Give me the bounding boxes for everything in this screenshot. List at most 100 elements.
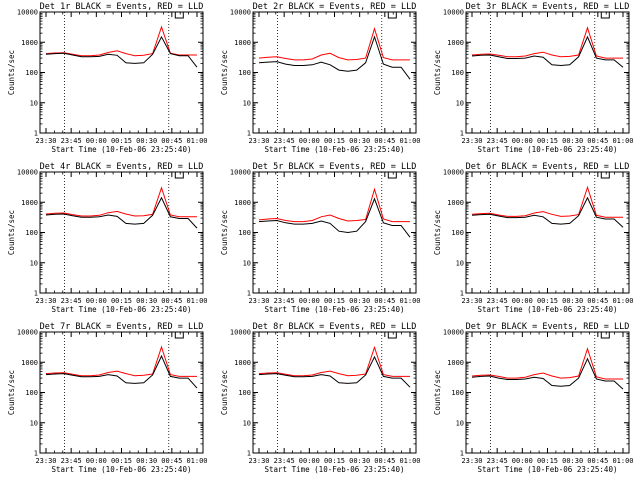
x-tick-label: 00:15: [537, 457, 558, 465]
y-tick-label: 10: [30, 99, 38, 107]
chart-title: Det 2r BLACK = Events, RED = LLD: [253, 2, 417, 12]
x-tick-label: 23:30: [248, 457, 269, 465]
x-tick-label: 23:45: [274, 297, 295, 305]
saa-marker: [600, 12, 610, 19]
y-tick-label: 1: [460, 450, 464, 458]
y-tick-label: 100: [238, 229, 251, 237]
chart-title: Det 5r BLACK = Events, RED = LLD: [253, 162, 417, 172]
x-tick-label: 23:30: [461, 297, 482, 305]
y-tick-label: 10000: [230, 9, 251, 17]
y-tick-label: 1: [247, 130, 251, 138]
x-tick-label: 01:00: [399, 297, 420, 305]
y-tick-label: 100: [238, 389, 251, 397]
x-tick-label: 01:00: [186, 457, 207, 465]
lld-series-line: [471, 26, 623, 59]
x-tick-label: 00:45: [161, 137, 182, 145]
y-tick-label: 10: [456, 99, 464, 107]
chart-title: Det 6r BLACK = Events, RED = LLD: [466, 162, 630, 172]
x-tick-label: 00:30: [349, 297, 370, 305]
x-axis-label: Start Time (10-Feb-06 23:25:40): [52, 145, 192, 154]
y-axis-label: Counts/sec: [7, 370, 16, 415]
x-tick-label: 00:00: [86, 297, 107, 305]
y-tick-label: 10: [456, 419, 464, 427]
x-axis-label: Start Time (10-Feb-06 23:25:40): [265, 305, 405, 314]
x-tick-label: 00:15: [537, 297, 558, 305]
y-tick-label: 1: [34, 130, 38, 138]
y-axis-label: Counts/sec: [433, 210, 442, 255]
x-tick-label: 00:00: [299, 137, 320, 145]
y-axis-label: Counts/sec: [7, 50, 16, 95]
y-tick-label: 1000: [447, 359, 464, 367]
x-tick-label: 00:00: [512, 457, 533, 465]
panel-3: Det 3r BLACK = Events, RED = LLD 1 10 100 10…: [433, 2, 634, 154]
y-tick-label: 1000: [21, 199, 38, 207]
lld-series-line: [45, 186, 197, 218]
y-tick-label: 10000: [443, 329, 464, 337]
x-tick-label: 00:30: [349, 137, 370, 145]
events-series-line: [45, 196, 198, 229]
x-tick-label: 00:15: [324, 137, 345, 145]
y-tick-label: 10: [30, 259, 38, 267]
y-tick-label: 10000: [230, 329, 251, 337]
lld-series-line: [471, 185, 623, 218]
x-tick-label: 00:45: [161, 297, 182, 305]
y-tick-label: 10000: [17, 329, 38, 337]
x-tick-label: 00:45: [161, 457, 182, 465]
events-series-line: [258, 355, 411, 388]
y-axis-label: Counts/sec: [7, 210, 16, 255]
y-tick-label: 100: [451, 229, 464, 237]
x-tick-label: 00:00: [299, 457, 320, 465]
lld-series-line: [471, 347, 623, 380]
saa-marker: [387, 332, 397, 339]
events-series-line: [45, 354, 198, 389]
x-axis-label: Start Time (10-Feb-06 23:25:40): [52, 465, 192, 474]
y-tick-label: 1000: [234, 199, 251, 207]
x-tick-label: 00:30: [136, 297, 157, 305]
panel-5: Det 5r BLACK = Events, RED = LLD 1 10 100 10…: [220, 162, 421, 314]
y-tick-label: 1: [247, 290, 251, 298]
y-tick-label: 10: [30, 419, 38, 427]
x-axis-label: Start Time (10-Feb-06 23:25:40): [478, 465, 618, 474]
y-tick-label: 1: [460, 130, 464, 138]
x-tick-label: 23:45: [61, 457, 82, 465]
y-tick-label: 100: [451, 389, 464, 397]
x-tick-label: 23:30: [248, 137, 269, 145]
saa-marker: [600, 332, 610, 339]
x-axis-label: Start Time (10-Feb-06 23:25:40): [265, 465, 405, 474]
y-tick-label: 100: [238, 69, 251, 77]
x-tick-label: 00:45: [587, 457, 608, 465]
y-tick-label: 10000: [17, 9, 38, 17]
x-tick-label: 23:45: [274, 137, 295, 145]
y-axis-label: Counts/sec: [433, 50, 442, 95]
x-tick-label: 00:45: [587, 297, 608, 305]
x-tick-label: 23:45: [487, 297, 508, 305]
x-tick-label: 23:45: [487, 457, 508, 465]
saa-marker: [174, 172, 184, 179]
saa-marker: [600, 172, 610, 179]
x-tick-label: 00:15: [537, 137, 558, 145]
y-tick-label: 100: [25, 229, 38, 237]
events-series-line: [471, 35, 624, 68]
x-tick-label: 00:00: [512, 137, 533, 145]
panel-6: Det 6r BLACK = Events, RED = LLD 1 10 100 10…: [433, 162, 634, 314]
y-tick-label: 1: [460, 290, 464, 298]
x-tick-label: 01:00: [612, 137, 633, 145]
events-series-line: [471, 357, 624, 390]
y-tick-label: 1000: [234, 359, 251, 367]
x-tick-label: 23:30: [35, 457, 56, 465]
x-axis-label: Start Time (10-Feb-06 23:25:40): [265, 145, 405, 154]
x-tick-label: 00:15: [324, 457, 345, 465]
x-tick-label: 00:15: [111, 457, 132, 465]
events-series-line: [471, 196, 624, 228]
x-tick-label: 23:30: [35, 297, 56, 305]
x-tick-label: 00:30: [562, 457, 583, 465]
chart-title: Det 8r BLACK = Events, RED = LLD: [253, 322, 417, 332]
panel-9: Det 9r BLACK = Events, RED = LLD 1 10 100 10…: [433, 322, 634, 474]
y-axis-label: Counts/sec: [220, 370, 229, 415]
lld-series-line: [258, 187, 410, 223]
y-tick-label: 1000: [447, 199, 464, 207]
x-tick-label: 00:00: [86, 137, 107, 145]
y-tick-label: 10000: [443, 9, 464, 17]
x-tick-label: 00:15: [111, 137, 132, 145]
